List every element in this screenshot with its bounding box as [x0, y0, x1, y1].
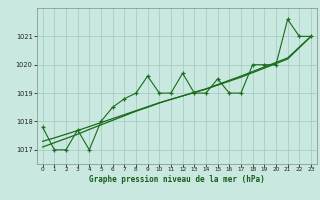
X-axis label: Graphe pression niveau de la mer (hPa): Graphe pression niveau de la mer (hPa): [89, 175, 265, 184]
